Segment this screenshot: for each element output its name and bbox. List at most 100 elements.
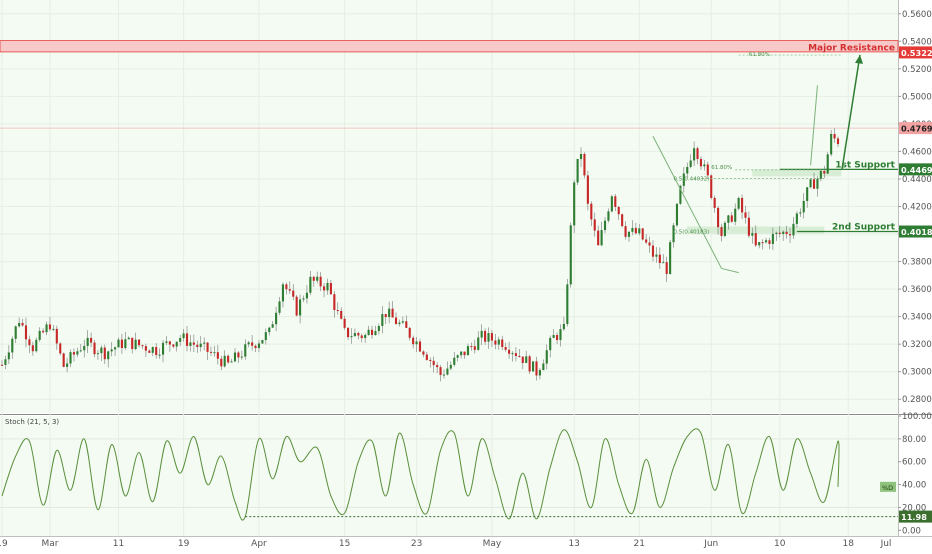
candle [353,332,356,337]
candle [761,242,764,244]
candle [562,323,565,330]
candle [545,350,548,364]
candle [586,175,589,204]
candle [295,296,298,316]
candle [124,339,127,349]
candle [394,317,398,325]
candle [648,242,651,246]
candle [247,342,250,345]
stoch-title: Stoch (21, 5, 3) [5,418,59,426]
candle [110,349,113,352]
candle [511,353,514,355]
candle [185,333,189,346]
candle [778,232,781,234]
candle [302,298,305,300]
candle [768,240,771,244]
time-tick-label: 11 [113,539,124,549]
candle [52,328,55,330]
candle [802,200,805,213]
fib-label: 61.80% [711,165,732,171]
candle [357,332,360,336]
candle [367,329,370,335]
candle [528,356,531,372]
candle [679,185,682,204]
candle [408,327,411,338]
candle [833,133,836,139]
major-resistance-zone [0,40,899,53]
candle [720,227,723,237]
candle [607,211,610,221]
candle [466,346,470,356]
candle [35,339,38,352]
candle [405,321,408,328]
resistance-price-badge-bg [899,46,932,59]
candle [203,342,206,344]
candle [573,182,576,226]
candle [497,339,500,345]
candle [11,338,14,353]
candle [658,254,661,263]
candle [453,357,456,365]
candle [31,345,34,352]
time-tick-label: 23 [411,539,422,549]
candle [415,341,418,345]
candle [521,356,524,363]
candle [254,345,257,349]
candle [192,342,195,345]
candle [189,342,192,346]
candle [542,363,545,371]
candle [799,212,802,214]
time-tick-label: 13 [568,539,579,549]
candle [429,359,432,361]
stoch-line [1,428,840,521]
candle [285,284,288,290]
candle [93,342,96,355]
candle [775,232,778,234]
candle [182,333,185,339]
candle [470,346,473,348]
candle [484,330,487,342]
candle [343,318,346,328]
candle [312,276,315,281]
candle [812,179,816,189]
candle [771,233,774,244]
candle [473,346,476,350]
candle [86,337,89,346]
candle [21,323,24,326]
time-tick-label: Mar [41,539,58,549]
candle [144,346,147,351]
candle [703,164,706,167]
candle [209,351,213,353]
candle [151,347,154,353]
candle [350,336,353,338]
candle [24,325,28,340]
candle [299,299,302,316]
candle [727,215,730,223]
candle [292,290,295,297]
candle [316,276,319,281]
candle [682,173,685,186]
candle [823,170,826,174]
candle [662,262,665,264]
candle [425,354,428,360]
candle [305,292,308,299]
candle [463,351,466,356]
candle [4,359,7,365]
current-price-badge-bg [899,122,932,135]
candle [336,310,339,312]
stoch-tick-label: 100.00 [902,412,932,422]
candle [141,345,144,347]
candle [381,314,384,326]
candle [710,175,713,198]
candle [672,225,675,243]
candle [494,340,497,345]
time-tick-label: Jun [703,539,718,549]
support-1-price-badge: 0.44698 [901,165,932,175]
stoch-pane [0,416,898,536]
candle [391,308,394,318]
candle [600,230,603,246]
